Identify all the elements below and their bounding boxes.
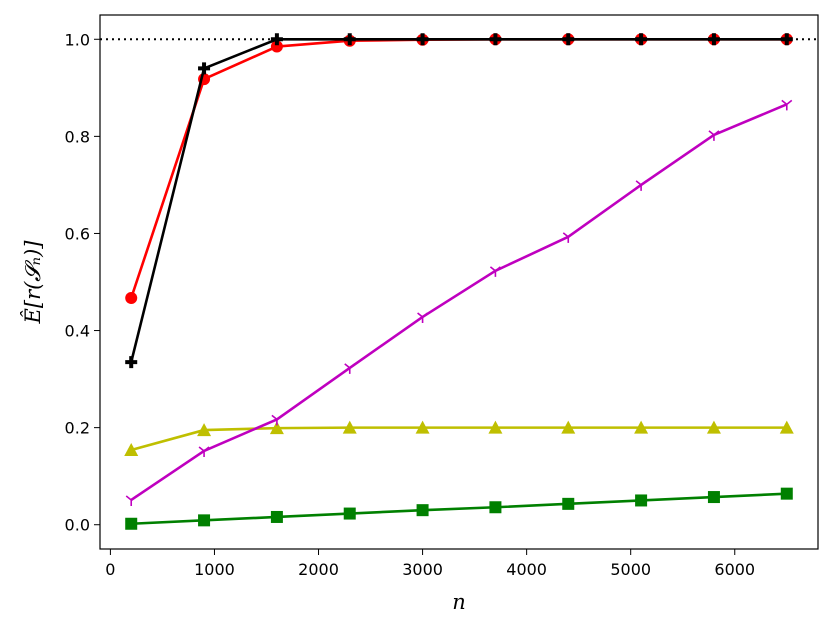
data-point	[125, 356, 138, 369]
data-point	[561, 420, 576, 434]
data-point	[124, 442, 139, 456]
data-point	[489, 501, 502, 514]
data-point	[198, 62, 211, 75]
data-point	[635, 180, 647, 191]
series-line	[130, 103, 788, 502]
data-point	[489, 266, 501, 277]
data-point	[271, 414, 283, 426]
plot-area	[100, 15, 818, 549]
data-point	[708, 130, 720, 141]
data-point	[416, 33, 429, 46]
x-tick-label: 4000	[506, 560, 547, 579]
data-point	[780, 487, 793, 500]
data-point	[779, 420, 794, 434]
data-point	[125, 495, 137, 506]
data-point	[780, 33, 793, 46]
data-point	[417, 312, 429, 323]
data-point	[125, 517, 138, 530]
series-tri_down	[125, 99, 793, 506]
x-axis-label: n	[452, 590, 466, 614]
data-point	[270, 33, 283, 46]
data-point	[489, 33, 502, 46]
data-point	[269, 421, 284, 435]
x-tick-label: 0	[105, 560, 115, 579]
y-axis-label: Ê[r(𝓢ₙ)]	[21, 240, 45, 325]
y-tick-label: 0.8	[65, 127, 90, 146]
data-point	[635, 494, 648, 507]
y-tick-label: 0.4	[65, 322, 90, 341]
data-point	[343, 33, 356, 46]
series-line	[130, 426, 787, 452]
series-line	[131, 492, 787, 526]
x-tick-label: 5000	[610, 560, 651, 579]
data-point	[198, 514, 211, 527]
x-tick-label: 3000	[402, 560, 443, 579]
series-line	[129, 37, 787, 363]
y-tick-label: 0.2	[65, 419, 90, 438]
y-axis: 0.0 0.2 0.4 0.6 0.8 1.0	[65, 30, 100, 535]
data-point	[707, 33, 720, 46]
data-point	[562, 33, 575, 46]
data-point	[270, 40, 283, 53]
data-point	[707, 491, 720, 504]
data-point	[488, 420, 503, 434]
x-tick-label: 2000	[298, 560, 339, 579]
data-point	[781, 99, 793, 111]
series-layer	[124, 33, 794, 530]
series-square	[125, 487, 793, 530]
data-point	[270, 510, 283, 523]
series-triangle	[124, 420, 794, 456]
y-tick-label: 1.0	[65, 30, 90, 49]
data-point	[706, 420, 721, 434]
y-tick-label: 0.0	[65, 516, 90, 535]
x-tick-label: 1000	[194, 560, 235, 579]
data-point	[635, 33, 648, 46]
data-point	[415, 420, 430, 434]
data-point	[634, 420, 649, 434]
data-point	[343, 507, 356, 520]
series-plus	[125, 33, 793, 369]
data-point	[344, 363, 356, 374]
data-point	[198, 446, 210, 457]
data-point	[416, 504, 429, 517]
data-point	[562, 497, 575, 510]
y-tick-label: 0.6	[65, 224, 90, 243]
x-tick-label: 6000	[714, 560, 755, 579]
x-axis: 0 1000 2000 3000 4000 5000 6000	[105, 549, 755, 579]
data-point	[197, 423, 212, 437]
plot-frame	[99, 14, 819, 550]
data-point	[562, 232, 574, 243]
data-point	[125, 292, 138, 305]
data-point	[342, 420, 357, 434]
